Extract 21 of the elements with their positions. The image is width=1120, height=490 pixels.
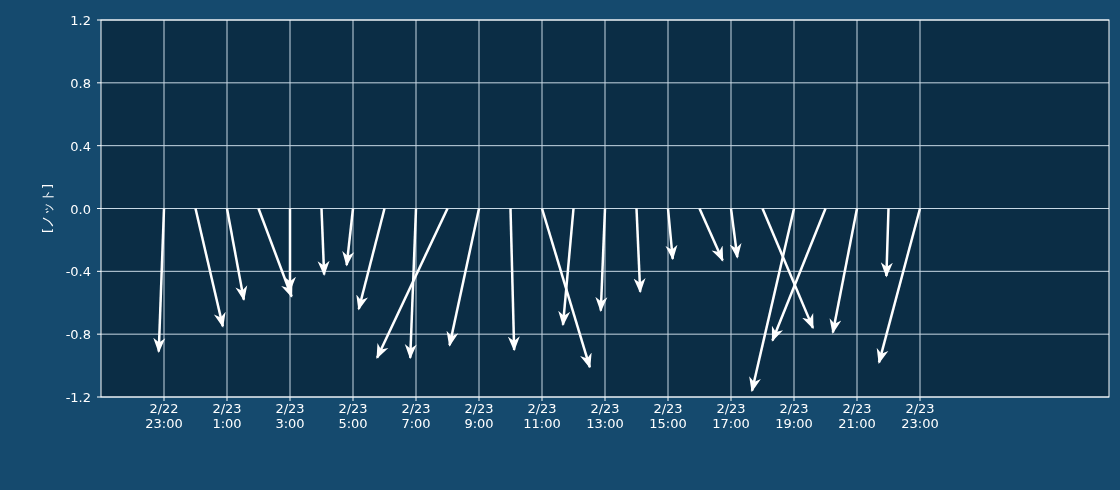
y-tick-label: 0.0 [70, 201, 91, 217]
y-tick-label: -1.2 [65, 390, 91, 405]
x-tick-label: 2/23 5:00 [338, 401, 368, 431]
y-tick-label: -0.4 [65, 264, 91, 280]
y-axis-title: [ノット] [40, 183, 55, 234]
x-tick-label: 2/23 17:00 [712, 401, 750, 431]
x-tick-label: 2/22 23:00 [145, 401, 183, 431]
x-tick-label: 2/23 9:00 [464, 401, 494, 431]
y-tick-label: 0.4 [70, 138, 91, 154]
x-tick-label: 2/23 1:00 [212, 401, 242, 431]
y-tick-label: 0.8 [70, 75, 91, 91]
x-tick-label: 2/23 11:00 [523, 401, 561, 431]
y-tick-label: -0.8 [65, 327, 91, 343]
x-tick-label: 2/23 19:00 [775, 401, 813, 431]
x-tick-label: 2/23 21:00 [838, 401, 876, 431]
x-tick-label: 2/23 7:00 [401, 401, 431, 431]
x-tick-label: 2/23 13:00 [586, 401, 624, 431]
y-tick-label: 1.2 [70, 13, 91, 28]
x-tick-label: 2/23 15:00 [649, 401, 687, 431]
x-tick-label: 2/23 3:00 [275, 401, 305, 431]
x-tick-label: 2/23 23:00 [901, 401, 939, 431]
